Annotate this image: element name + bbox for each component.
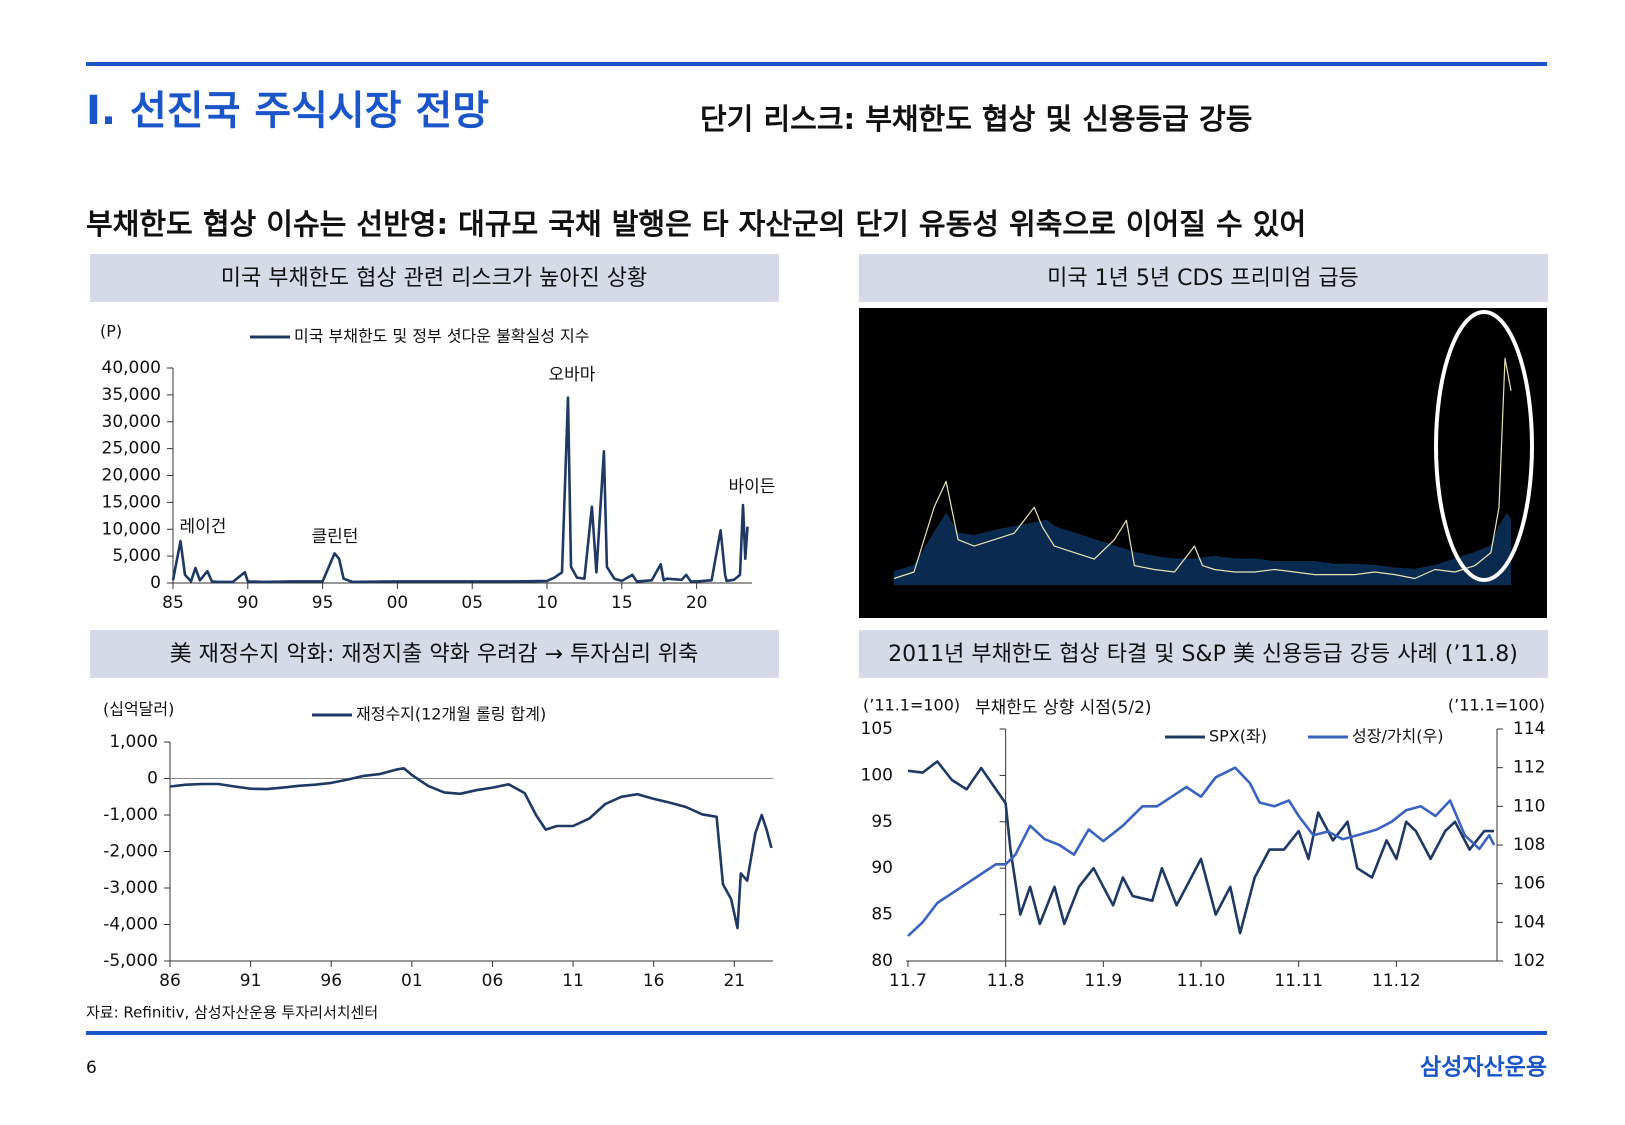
x-tick-label: 11.9 bbox=[1084, 971, 1122, 991]
series-line bbox=[169, 767, 773, 930]
y-tick-label: 40,000 bbox=[102, 358, 161, 378]
series-line bbox=[907, 766, 1496, 937]
x-tick-label: 00 bbox=[387, 593, 409, 613]
panel-title: 美 재정수지 악화: 재정지출 약화 우려감 → 투자심리 위축 bbox=[170, 642, 699, 667]
y-tick-label: -2,000 bbox=[103, 842, 158, 862]
y-tick-label: 1,000 bbox=[109, 732, 158, 752]
annotation: 부채한도 상향 시점(5/2) bbox=[975, 698, 1152, 718]
annotation: 클린턴 bbox=[312, 527, 359, 547]
y2-tick-label: 104 bbox=[1513, 912, 1545, 932]
y-tick-label: 15,000 bbox=[102, 492, 161, 512]
y2-tick-label: 106 bbox=[1513, 874, 1545, 894]
x-tick-label: 90 bbox=[237, 593, 259, 613]
legend-label: SPX(좌) bbox=[1209, 727, 1267, 746]
panel-title-bar bbox=[90, 630, 779, 678]
y-unit: (P) bbox=[100, 322, 122, 341]
y-tick-label: -3,000 bbox=[103, 878, 158, 898]
y-tick-label: 90 bbox=[871, 858, 893, 878]
panel-title-bar bbox=[859, 254, 1548, 302]
panel-title: 2011년 부채한도 협상 타결 및 S&P 美 신용등급 강등 사례 (’11… bbox=[888, 642, 1518, 667]
area bbox=[894, 513, 1511, 585]
highlight-ellipse bbox=[1434, 310, 1534, 582]
y-tick-label: 105 bbox=[861, 719, 893, 739]
x-tick-label: 11.12 bbox=[1372, 971, 1421, 991]
y-tick-label: 35,000 bbox=[102, 385, 161, 405]
panel-title: 미국 1년 5년 CDS 프리미엄 급등 bbox=[1047, 266, 1359, 291]
section-title: I. 선진국 주식시장 전망 bbox=[86, 88, 489, 134]
panel-title-bar bbox=[859, 630, 1548, 678]
y-tick-label: 25,000 bbox=[102, 439, 161, 459]
y-tick-label: 0 bbox=[147, 769, 158, 789]
top-rule bbox=[86, 62, 1547, 66]
panel-title-bar bbox=[90, 254, 779, 302]
annotation: 오바마 bbox=[549, 365, 596, 385]
y-tick-label: -5,000 bbox=[103, 951, 158, 971]
x-tick-label: 11.10 bbox=[1177, 971, 1226, 991]
y-tick-label: -4,000 bbox=[103, 915, 158, 935]
y2-tick-label: 112 bbox=[1513, 758, 1545, 778]
legend-label: 미국 부채한도 및 정부 셧다운 불확실성 지수 bbox=[294, 327, 589, 346]
y-unit: (십억달러) bbox=[103, 700, 174, 719]
x-tick-label: 21 bbox=[723, 971, 745, 991]
x-tick-label: 95 bbox=[312, 593, 334, 613]
y-tick-label: 95 bbox=[871, 812, 893, 832]
brand: 삼성자산운용 bbox=[1420, 1055, 1547, 1081]
page-number: 6 bbox=[86, 1058, 97, 1078]
y-tick-label: 100 bbox=[861, 765, 893, 785]
x-tick-label: 10 bbox=[536, 593, 558, 613]
y-unit: (’11.1=100) bbox=[863, 696, 960, 715]
x-tick-label: 91 bbox=[240, 971, 262, 991]
y-tick-label: 30,000 bbox=[102, 412, 161, 432]
x-tick-label: 11 bbox=[562, 971, 584, 991]
y-tick-label: 20,000 bbox=[102, 466, 161, 486]
y2-tick-label: 108 bbox=[1513, 835, 1545, 855]
headline: 부채한도 협상 이슈는 선반영: 대규모 국채 발행은 타 자산군의 단기 유동… bbox=[86, 207, 1306, 241]
y-tick-label: 80 bbox=[871, 951, 893, 971]
x-tick-label: 06 bbox=[482, 971, 504, 991]
x-tick-label: 15 bbox=[611, 593, 633, 613]
series-line bbox=[893, 513, 1512, 573]
x-tick-label: 86 bbox=[159, 971, 181, 991]
legend-label: 성장/가치(우) bbox=[1352, 727, 1443, 746]
series-line bbox=[893, 357, 1512, 580]
y-tick-label: 85 bbox=[871, 905, 893, 925]
annotation: 바이든 bbox=[729, 477, 776, 497]
x-tick-label: 11.8 bbox=[987, 971, 1025, 991]
bottom-rule bbox=[86, 1031, 1547, 1035]
x-tick-label: 20 bbox=[686, 593, 708, 613]
y-tick-label: 5,000 bbox=[112, 546, 161, 566]
x-tick-label: 96 bbox=[320, 971, 342, 991]
series-line bbox=[171, 396, 749, 584]
x-tick-label: 85 bbox=[162, 593, 184, 613]
x-tick-label: 01 bbox=[401, 971, 423, 991]
x-tick-label: 05 bbox=[461, 593, 483, 613]
section-subtitle: 단기 리스크: 부채한도 협상 및 신용등급 강등 bbox=[700, 102, 1252, 136]
y-tick-label: 10,000 bbox=[102, 519, 161, 539]
x-tick-label: 11.11 bbox=[1274, 971, 1323, 991]
y-tick-label: 0 bbox=[150, 573, 161, 593]
annotation: 레이건 bbox=[180, 517, 227, 537]
series-line bbox=[907, 760, 1495, 935]
y2-unit: (’11.1=100) bbox=[1448, 696, 1545, 715]
charts: 미국 부채한도 협상 관련 리스크가 높아진 상황 (P) 0 5,000 10,000… bbox=[90, 254, 1548, 991]
y2-tick-label: 110 bbox=[1513, 796, 1545, 816]
source: 자료: Refinitiv, 삼성자산운용 투자리서치센터 bbox=[86, 1004, 378, 1022]
y2-tick-label: 114 bbox=[1513, 719, 1545, 739]
x-tick-label: 16 bbox=[643, 971, 665, 991]
y-tick-label: -1,000 bbox=[103, 805, 158, 825]
x-tick-label: 11.7 bbox=[889, 971, 927, 991]
y2-tick-label: 102 bbox=[1513, 951, 1545, 971]
legend-label: 재정수지(12개월 롤링 합계) bbox=[356, 705, 546, 724]
panel-title: 미국 부채한도 협상 관련 리스크가 높아진 상황 bbox=[221, 266, 648, 291]
